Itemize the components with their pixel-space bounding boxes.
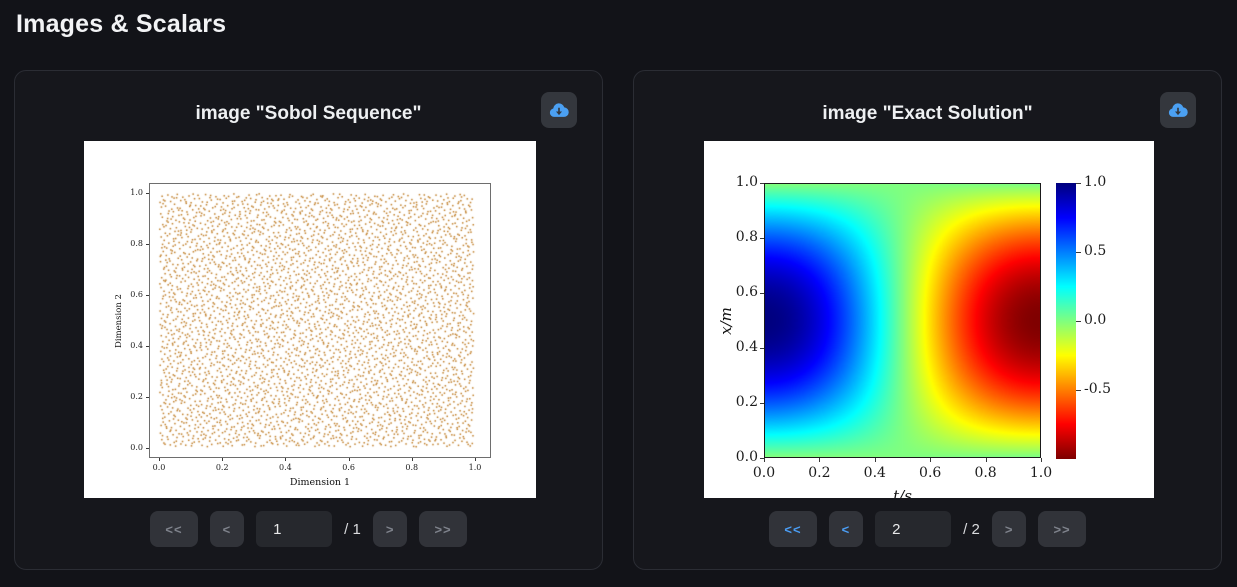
image-card-exact-solution: image "Exact Solution" 0.0 0.2 0.4 0.6 0.8 1.… (633, 70, 1222, 570)
x-axis-label: Dimension 1 (289, 477, 351, 488)
y-tick-mark (760, 348, 764, 349)
next-page-button[interactable]: > (991, 511, 1027, 547)
colorbar-tick-mark (1076, 183, 1081, 184)
x-tick-mark (222, 458, 224, 461)
card-title: image "Exact Solution" (822, 103, 1033, 124)
first-page-button[interactable]: << (769, 511, 817, 547)
x-tick-label: 0.0 (152, 463, 166, 472)
y-axis-label: Dimension 2 (114, 293, 124, 348)
colorbar-tick-label: 0.5 (1084, 243, 1107, 259)
colorbar (1056, 183, 1076, 459)
y-tick-label: 0.2 (735, 394, 758, 410)
y-tick-label: 0.0 (130, 443, 143, 452)
colorbar-tick-label: 0.0 (1084, 312, 1107, 328)
x-tick-label: 1.0 (468, 463, 482, 472)
y-axis-label: x/m (717, 306, 735, 335)
download-button[interactable] (1160, 92, 1196, 128)
colorbar-tick-label: -0.5 (1084, 381, 1111, 397)
y-tick-mark (760, 403, 764, 404)
y-tick-label: 0.4 (130, 341, 143, 350)
page-title: Images & Scalars (16, 10, 227, 38)
y-tick-mark (146, 295, 149, 296)
page-total-label: / 1 (344, 520, 361, 538)
cloud-download-icon (1167, 99, 1189, 121)
y-tick-mark (146, 397, 149, 398)
x-tick-mark (930, 458, 932, 462)
scatter-canvas (150, 184, 490, 457)
first-page-button[interactable]: << (150, 511, 198, 547)
x-tick-mark (985, 458, 987, 462)
x-tick-mark (411, 458, 413, 461)
colorbar-tick-label: 1.0 (1084, 174, 1107, 190)
y-tick-label: 0.6 (735, 284, 758, 300)
y-tick-mark (760, 238, 764, 239)
y-tick-mark (760, 458, 764, 459)
last-page-button[interactable]: >> (419, 511, 467, 547)
y-tick-mark (760, 183, 764, 184)
y-tick-mark (146, 244, 149, 245)
x-tick-label: 0.4 (279, 463, 292, 472)
download-button[interactable] (541, 92, 577, 128)
sobol-sequence-plot-image: 0.0 0.2 0.4 0.6 0.8 1.0 0.0 0.2 0.4 0.6 0.8 1.0 Dime… (84, 141, 536, 498)
x-axis-label: t/s (893, 487, 912, 499)
prev-page-button[interactable]: < (828, 511, 864, 547)
colorbar-tick-mark (1076, 321, 1081, 322)
last-page-button[interactable]: >> (1038, 511, 1086, 547)
page-number-input[interactable] (256, 511, 333, 547)
y-tick-label: 1.0 (735, 174, 758, 190)
image-card-sobol-sequence: image "Sobol Sequence" 0.0 0.2 0.4 0.6 0.8 1.… (14, 70, 603, 570)
x-tick-label: 0.6 (342, 463, 355, 472)
y-tick-label: 0.4 (735, 339, 758, 355)
y-tick-label: 0.8 (735, 229, 758, 245)
y-tick-label: 1.0 (130, 188, 143, 197)
y-tick-label: 0.0 (735, 449, 758, 465)
pager: << < / 1 > >> (15, 511, 602, 547)
pager: << < / 2 > >> (634, 511, 1221, 547)
next-page-button[interactable]: > (372, 511, 408, 547)
y-tick-mark (146, 193, 149, 194)
x-tick-label: 0.6 (919, 465, 942, 481)
x-tick-mark (285, 458, 287, 461)
y-tick-label: 0.6 (130, 290, 143, 299)
x-tick-label: 0.2 (215, 463, 229, 472)
y-tick-label: 0.2 (130, 392, 143, 401)
y-tick-mark (760, 293, 764, 294)
x-tick-mark (348, 458, 350, 461)
x-tick-mark (159, 458, 160, 461)
x-tick-label: 0.8 (405, 463, 419, 472)
y-tick-mark (146, 346, 149, 347)
x-tick-label: 0.8 (974, 465, 997, 481)
x-tick-mark (819, 458, 821, 462)
x-tick-label: 0.0 (752, 465, 776, 481)
colorbar-tick-mark (1076, 252, 1081, 253)
x-tick-mark (874, 458, 876, 462)
card-title: image "Sobol Sequence" (195, 103, 422, 124)
x-tick-mark (475, 458, 476, 461)
page-total-label: / 2 (963, 520, 980, 538)
y-tick-mark (146, 448, 149, 449)
heatmap-canvas (765, 184, 1040, 457)
x-tick-label: 0.2 (808, 465, 831, 481)
exact-solution-plot-image: 0.0 0.2 0.4 0.6 0.8 1.0 0.0 0.2 0.4 0.6 0.8 1.0 t/s x… (704, 141, 1154, 498)
x-tick-mark (1041, 458, 1042, 462)
y-tick-label: 0.8 (130, 239, 143, 248)
page-number-input[interactable] (875, 511, 952, 547)
x-tick-label: 0.4 (863, 465, 886, 481)
prev-page-button[interactable]: < (209, 511, 245, 547)
x-tick-mark (764, 458, 765, 462)
colorbar-tick-mark (1076, 390, 1081, 391)
cloud-download-icon (548, 99, 570, 121)
x-tick-label: 1.0 (1029, 465, 1053, 481)
